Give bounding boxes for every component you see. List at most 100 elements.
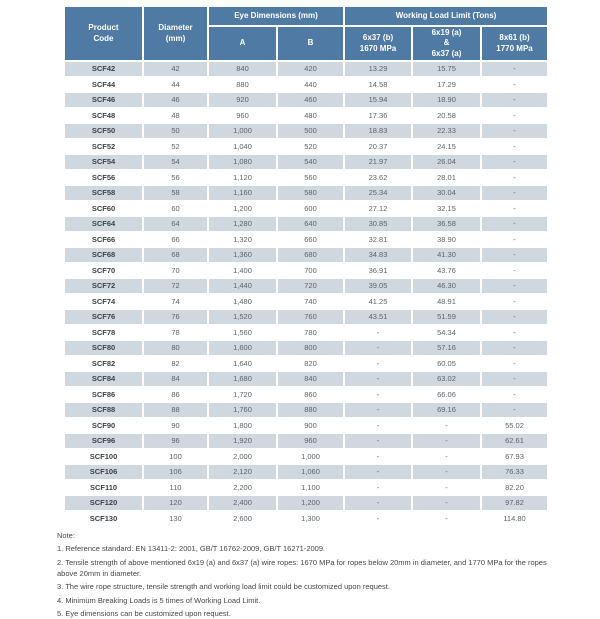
value-cell: 600 bbox=[278, 201, 344, 216]
value-cell: - bbox=[482, 279, 548, 293]
value-cell: 1,000 bbox=[209, 124, 276, 138]
value-cell: - bbox=[482, 232, 548, 247]
notes-section: Note: 1. Reference standard: EN 13411-2:… bbox=[57, 530, 549, 619]
value-cell: 27.12 bbox=[345, 201, 412, 216]
table-row: SCF60 60 1,200 600 27.12 32.15- bbox=[65, 201, 548, 216]
value-cell: 90 bbox=[144, 418, 207, 433]
value-cell: 120 bbox=[144, 496, 207, 510]
table-row: SCF66 66 1,320 660 32.81 38.90- bbox=[65, 232, 548, 247]
value-cell: 1,360 bbox=[209, 248, 276, 262]
value-cell: 860 bbox=[278, 387, 344, 402]
product-code-cell: SCF48 bbox=[65, 108, 142, 123]
value-cell: 680 bbox=[278, 248, 344, 262]
value-cell: 97.82 bbox=[482, 496, 548, 510]
value-cell: 46 bbox=[144, 93, 207, 107]
table-row: SCF100 100 2,000 1,000- -67.93 bbox=[65, 449, 548, 464]
value-cell: 500 bbox=[278, 124, 344, 138]
value-cell: - bbox=[413, 418, 481, 433]
value-cell: 1,040 bbox=[209, 139, 276, 154]
table-row: SCF68 68 1,360 680 34.83 41.30- bbox=[65, 248, 548, 262]
product-code-cell: SCF90 bbox=[65, 418, 142, 433]
note-item-2: 2. Tensile strength of above mentioned 6… bbox=[57, 557, 547, 578]
value-cell: - bbox=[345, 511, 412, 526]
value-cell: 1,760 bbox=[209, 403, 276, 417]
value-cell: - bbox=[345, 325, 412, 340]
value-cell: 78 bbox=[144, 325, 207, 340]
value-cell: - bbox=[482, 403, 548, 417]
value-cell: 72 bbox=[144, 279, 207, 293]
value-cell: 32.15 bbox=[413, 201, 481, 216]
value-cell: 1,200 bbox=[209, 201, 276, 216]
value-cell: 60.05 bbox=[413, 356, 481, 371]
value-cell: - bbox=[413, 449, 481, 464]
value-cell: 88 bbox=[144, 403, 207, 417]
value-cell: 28.01 bbox=[413, 170, 481, 185]
value-cell: 480 bbox=[278, 108, 344, 123]
value-cell: 920 bbox=[209, 93, 276, 107]
value-cell: 74 bbox=[144, 294, 207, 309]
product-code-cell: SCF68 bbox=[65, 248, 142, 262]
product-code-cell: SCF88 bbox=[65, 403, 142, 417]
value-cell: 21.97 bbox=[345, 155, 412, 169]
value-cell: 39.05 bbox=[345, 279, 412, 293]
value-cell: 2,600 bbox=[209, 511, 276, 526]
product-code-cell: SCF60 bbox=[65, 201, 142, 216]
value-cell: 60 bbox=[144, 201, 207, 216]
value-cell: 69.16 bbox=[413, 403, 481, 417]
table-row: SCF106 106 2,120 1,060- -76.33 bbox=[65, 465, 548, 479]
table-row: SCF130 130 2,600 1,300- -114.80 bbox=[65, 511, 548, 526]
value-cell: - bbox=[482, 310, 548, 324]
value-cell: 440 bbox=[278, 77, 344, 92]
product-code-cell: SCF120 bbox=[65, 496, 142, 510]
note-item-1: 1. Reference standard: EN 13411-2: 2001,… bbox=[57, 544, 326, 554]
product-code-cell: SCF70 bbox=[65, 263, 142, 278]
wire-rope-sling-spec-sheet: Product Code Diameter (mm) Eye Dimension… bbox=[57, 7, 548, 618]
value-cell: 1,920 bbox=[209, 434, 276, 448]
value-cell: - bbox=[345, 496, 412, 510]
note-item-4: 4. Minimum Breaking Loads is 5 times of … bbox=[57, 595, 261, 605]
value-cell: 700 bbox=[278, 263, 344, 278]
value-cell: 50 bbox=[144, 124, 207, 138]
value-cell: 1,080 bbox=[209, 155, 276, 169]
value-cell: 66 bbox=[144, 232, 207, 247]
value-cell: 36.91 bbox=[345, 263, 412, 278]
value-cell: 1,120 bbox=[209, 170, 276, 185]
product-code-cell: SCF86 bbox=[65, 387, 142, 402]
value-cell: 52 bbox=[144, 139, 207, 154]
product-code-cell: SCF80 bbox=[65, 341, 142, 355]
value-cell: 54.34 bbox=[413, 325, 481, 340]
value-cell: 1,680 bbox=[209, 372, 276, 386]
product-code-cell: SCF50 bbox=[65, 124, 142, 138]
table-row: SCF110 110 2,200 1,100- -82.20 bbox=[65, 480, 548, 495]
table-row: SCF120 120 2,400 1,200- -97.82 bbox=[65, 496, 548, 510]
value-cell: - bbox=[482, 124, 548, 138]
product-code-cell: SCF106 bbox=[65, 465, 142, 479]
header-8x61b-1770mpa: 8x61 (b) 1770 MPa bbox=[482, 27, 548, 61]
value-cell: 23.62 bbox=[345, 170, 412, 185]
value-cell: 24.15 bbox=[413, 139, 481, 154]
value-cell: 51.59 bbox=[413, 310, 481, 324]
product-code-cell: SCF74 bbox=[65, 294, 142, 309]
value-cell: 520 bbox=[278, 139, 344, 154]
value-cell: 32.81 bbox=[345, 232, 412, 247]
value-cell: 13.29 bbox=[345, 62, 412, 76]
value-cell: - bbox=[413, 480, 481, 495]
header-6x37b-1670mpa: 6x37 (b) 1670 MPa bbox=[345, 27, 412, 61]
value-cell: 15.75 bbox=[413, 62, 481, 76]
value-cell: 106 bbox=[144, 465, 207, 479]
value-cell: 1,320 bbox=[209, 232, 276, 247]
value-cell: 1,640 bbox=[209, 356, 276, 371]
value-cell: 110 bbox=[144, 480, 207, 495]
value-cell: - bbox=[482, 139, 548, 154]
value-cell: 54 bbox=[144, 155, 207, 169]
value-cell: 63.02 bbox=[413, 372, 481, 386]
product-code-cell: SCF52 bbox=[65, 139, 142, 154]
table-row: SCF44 44 880 440 14.58 17.29- bbox=[65, 77, 548, 92]
product-code-cell: SCF76 bbox=[65, 310, 142, 324]
table-row: SCF82 82 1,640 820-60.05- bbox=[65, 356, 548, 371]
table-row: SCF88 88 1,760 880-69.16- bbox=[65, 403, 548, 417]
value-cell: 760 bbox=[278, 310, 344, 324]
value-cell: 15.94 bbox=[345, 93, 412, 107]
value-cell: 1,720 bbox=[209, 387, 276, 402]
value-cell: 660 bbox=[278, 232, 344, 247]
